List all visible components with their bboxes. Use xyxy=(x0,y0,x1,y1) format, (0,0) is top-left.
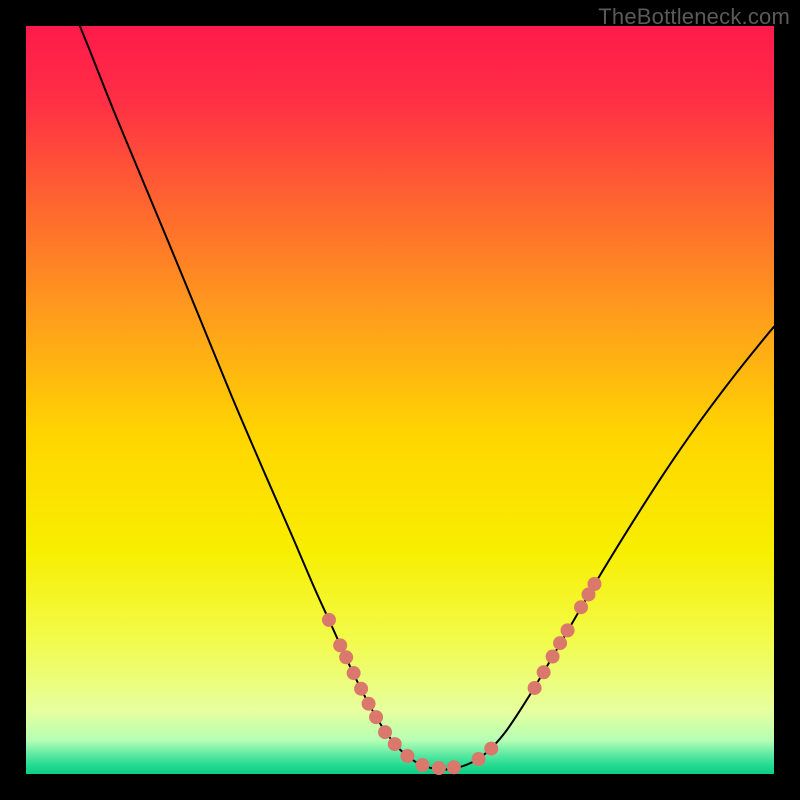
data-point-marker xyxy=(415,758,429,772)
chart-container: TheBottleneck.com xyxy=(0,0,800,800)
data-point-marker xyxy=(574,600,588,614)
data-point-marker xyxy=(472,752,486,766)
data-point-marker xyxy=(369,710,383,724)
data-point-marker xyxy=(388,737,402,751)
data-point-marker xyxy=(333,638,347,652)
data-point-marker xyxy=(561,623,575,637)
data-point-marker xyxy=(587,577,601,591)
data-point-marker xyxy=(354,682,368,696)
data-point-marker xyxy=(553,636,567,650)
bottleneck-curve-chart xyxy=(0,0,800,800)
data-point-marker xyxy=(528,681,542,695)
data-point-marker xyxy=(347,666,361,680)
data-point-marker xyxy=(484,742,498,756)
data-point-marker xyxy=(378,725,392,739)
data-point-marker xyxy=(339,650,353,664)
data-point-marker xyxy=(447,760,461,774)
data-point-marker xyxy=(322,613,336,627)
data-point-marker xyxy=(432,761,446,775)
data-point-marker xyxy=(537,665,551,679)
data-point-marker xyxy=(400,749,414,763)
plot-background xyxy=(26,26,774,774)
watermark-text: TheBottleneck.com xyxy=(598,4,790,30)
data-point-marker xyxy=(546,650,560,664)
data-point-marker xyxy=(362,697,376,711)
